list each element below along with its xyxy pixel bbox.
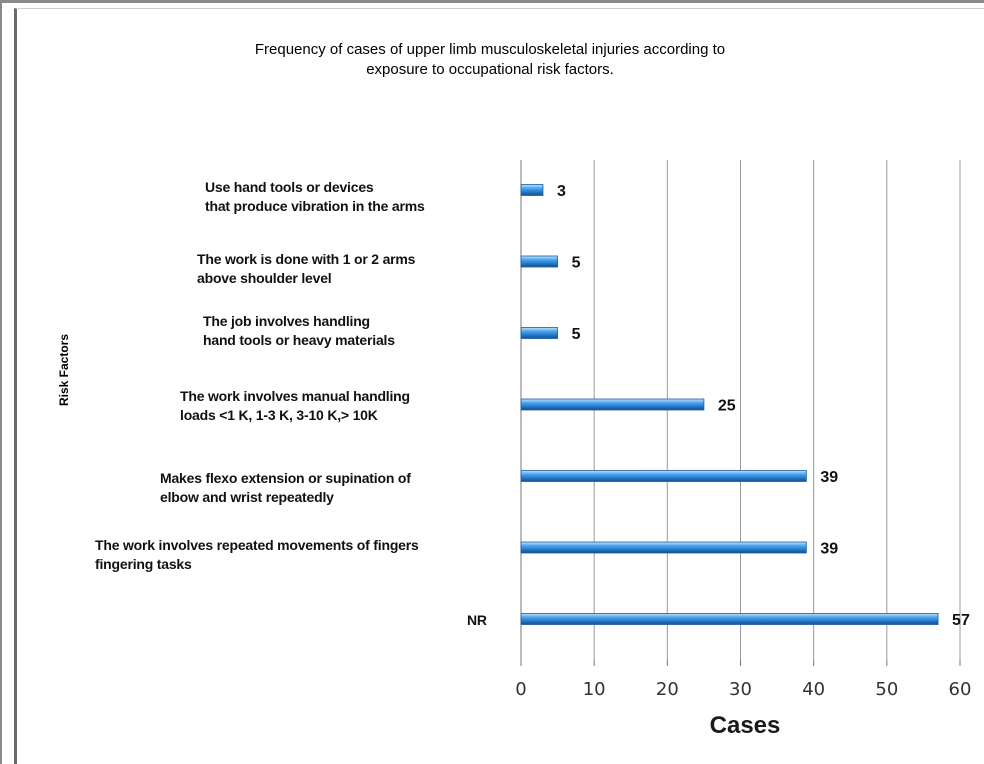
data-label: 3: [557, 183, 566, 200]
x-tick-label: 20: [656, 679, 679, 700]
x-tick-label: 40: [802, 679, 825, 700]
bar: [520, 613, 939, 625]
y-category-label: Makes flexo extension or supination of e…: [160, 470, 411, 505]
data-label: 5: [572, 255, 581, 272]
y-category-label: The work involves repeated movements of …: [95, 537, 419, 572]
y-category-label: The job involves handling hand tools or …: [203, 313, 395, 348]
x-axis-label: Cases: [709, 712, 781, 739]
data-label: 39: [820, 469, 838, 486]
chart-title: Frequency of cases of upper limb musculo…: [254, 41, 726, 78]
x-tick-label: 50: [875, 679, 898, 700]
data-label: 5: [572, 326, 581, 343]
y-category-label: Use hand tools or devices that produce v…: [205, 179, 425, 214]
bar: [520, 470, 807, 482]
bar: [520, 398, 705, 411]
bar: [520, 327, 558, 339]
chart-area-border: [14, 8, 984, 764]
y-category-label: The work is done with 1 or 2 arms above …: [197, 251, 416, 286]
bar: [520, 541, 807, 554]
y-category-label: The work involves manual handling loads …: [180, 388, 410, 423]
data-label: 25: [718, 398, 736, 415]
data-label: 57: [952, 612, 970, 629]
y-category-label: NR: [467, 612, 487, 628]
data-label: 39: [820, 541, 838, 558]
bar: [520, 255, 558, 268]
x-tick-label: 30: [729, 679, 752, 700]
x-tick-label: 10: [583, 679, 606, 700]
bar: [520, 184, 544, 196]
x-tick-label: 0: [515, 679, 526, 700]
x-tick-label: 60: [949, 679, 972, 700]
